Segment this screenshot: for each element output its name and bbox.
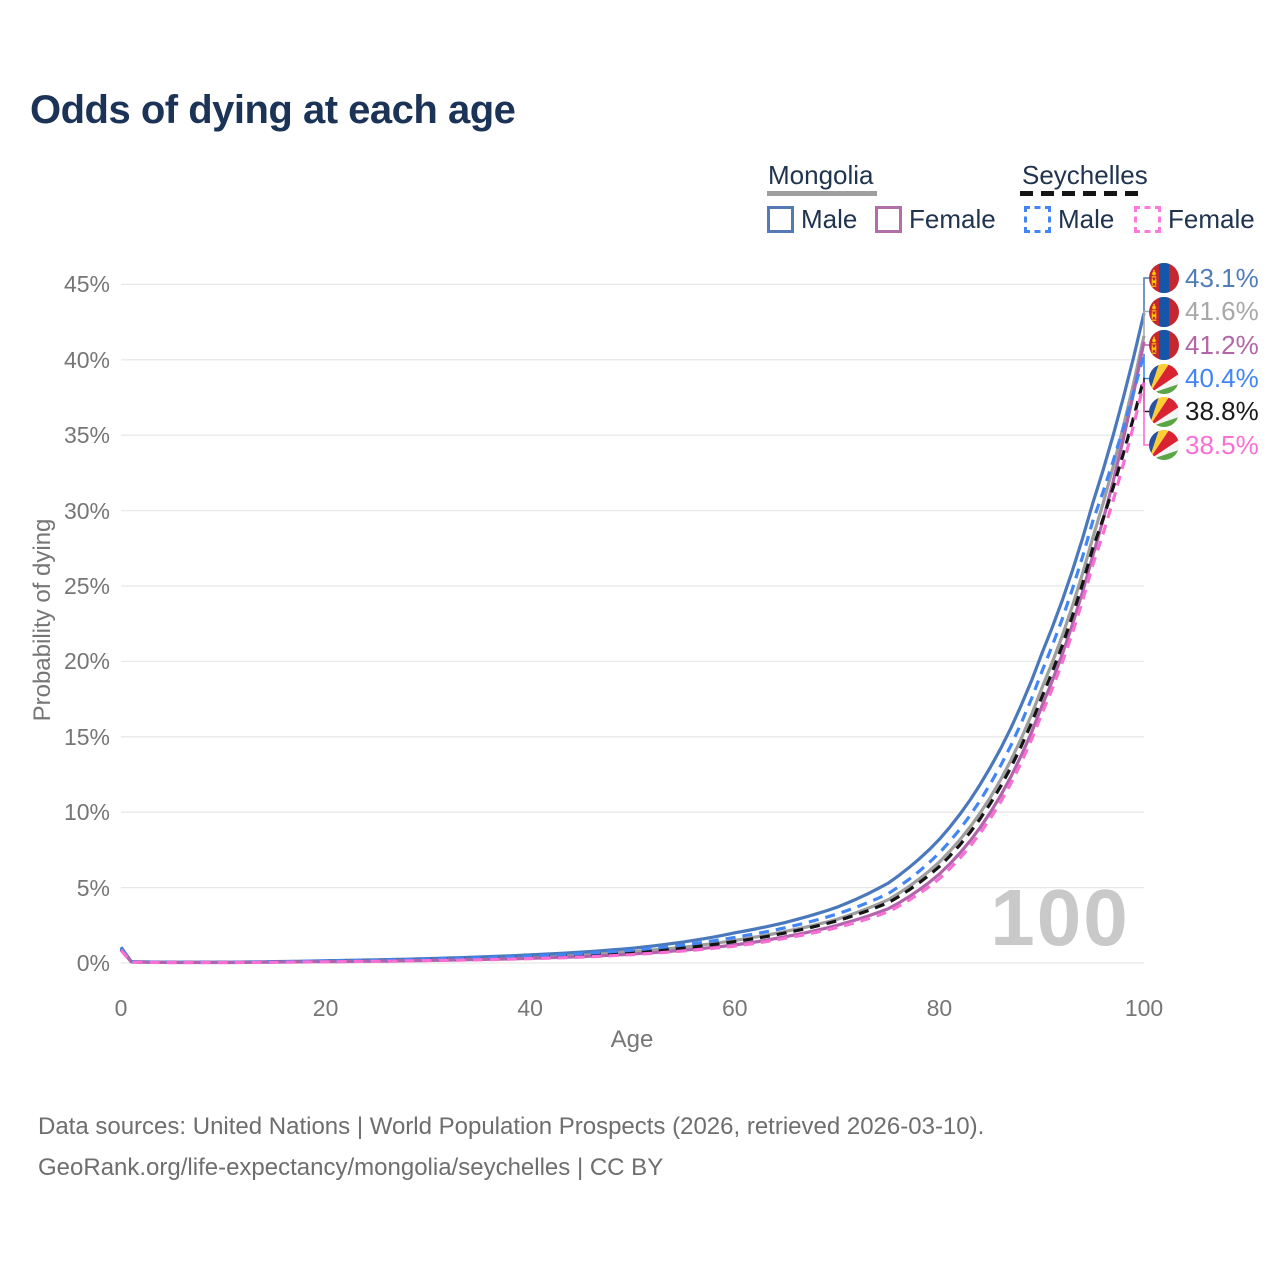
end-label-value: 43.1%	[1185, 262, 1259, 293]
seychelles-female-swatch-icon	[1134, 206, 1161, 233]
data-sources-text: Data sources: United Nations | World Pop…	[38, 1113, 985, 1140]
end-label-seychelles_female: 38.5%	[1149, 429, 1259, 461]
x-tick-label: 80	[926, 995, 953, 1021]
series-line-mongolia_all[interactable]	[119, 335, 1146, 964]
mongolia-male-swatch-icon	[767, 206, 794, 233]
page-title: Odds of dying at each age	[30, 88, 516, 132]
end-label-seychelles_all: 38.8%	[1149, 396, 1259, 428]
x-tick-label: 20	[312, 995, 339, 1021]
legend-label: Male	[801, 204, 858, 234]
mongolia-line-swatch	[767, 191, 877, 196]
y-tick-label: 40%	[63, 346, 110, 373]
seychelles-flag-icon	[1149, 363, 1179, 394]
y-axis-title: Probability of dying	[29, 518, 56, 722]
footer: Data sources: United Nations | World Pop…	[38, 1106, 984, 1188]
series-line-mongolia_male[interactable]	[119, 312, 1146, 964]
x-axis-title: Age	[610, 1026, 654, 1053]
legend-label: Male	[1058, 204, 1115, 234]
source-url-text: GeoRank.org/life-expectancy/mongolia/sey…	[38, 1154, 664, 1181]
legend-group-mongolia[interactable]: Mongolia	[768, 160, 874, 190]
x-tick-label: 100	[1124, 995, 1164, 1021]
seychelles-flag-icon	[1149, 396, 1179, 427]
legend-group-seychelles[interactable]: Seychelles	[1022, 160, 1148, 190]
legend-item-mongolia-male[interactable]: Male	[767, 204, 857, 235]
end-label-value: 41.6%	[1185, 296, 1259, 326]
mongolia-flag-icon	[1149, 330, 1179, 360]
y-tick-label: 15%	[63, 723, 110, 750]
legend-label: Female	[1168, 204, 1255, 234]
legend-item-seychelles-female[interactable]: Female	[1134, 204, 1255, 235]
seychelles-line-swatch	[1020, 191, 1138, 196]
x-tick-label: 60	[722, 995, 748, 1021]
end-label-mongolia_all: 41.6%	[1149, 296, 1259, 328]
x-tick-label: 40	[517, 995, 543, 1021]
legend-item-seychelles-male[interactable]: Male	[1024, 204, 1114, 235]
y-tick-label: 20%	[63, 648, 110, 675]
end-label-mongolia_female: 41.2%	[1149, 329, 1259, 361]
series-line-seychelles_male[interactable]	[119, 353, 1146, 964]
end-label-value: 38.8%	[1185, 396, 1259, 426]
end-label-value: 41.2%	[1185, 329, 1259, 360]
series-line-seychelles_all[interactable]	[119, 377, 1146, 964]
y-tick-label: 30%	[63, 497, 110, 524]
end-label-value: 40.4%	[1185, 363, 1259, 393]
seychelles-male-swatch-icon	[1024, 206, 1051, 233]
mongolia-female-swatch-icon	[875, 206, 902, 233]
end-label-mongolia_male: 43.1%	[1149, 262, 1259, 294]
y-tick-label: 45%	[63, 271, 110, 298]
y-tick-label: 35%	[63, 422, 110, 449]
mongolia-flag-icon	[1149, 296, 1179, 327]
end-label-seychelles_male: 40.4%	[1149, 363, 1259, 395]
series-line-seychelles_female[interactable]	[119, 382, 1146, 965]
y-tick-label: 5%	[76, 874, 110, 901]
y-tick-label: 0%	[76, 950, 110, 976]
y-tick-label: 25%	[63, 573, 110, 599]
seychelles-flag-icon	[1149, 430, 1179, 460]
x-tick-label: 0	[114, 995, 128, 1021]
mongolia-flag-icon	[1149, 263, 1179, 293]
y-tick-label: 10%	[63, 799, 110, 826]
end-label-value: 38.5%	[1185, 429, 1259, 460]
legend-label: Female	[909, 204, 996, 234]
legend-item-mongolia-female[interactable]: Female	[875, 204, 996, 235]
